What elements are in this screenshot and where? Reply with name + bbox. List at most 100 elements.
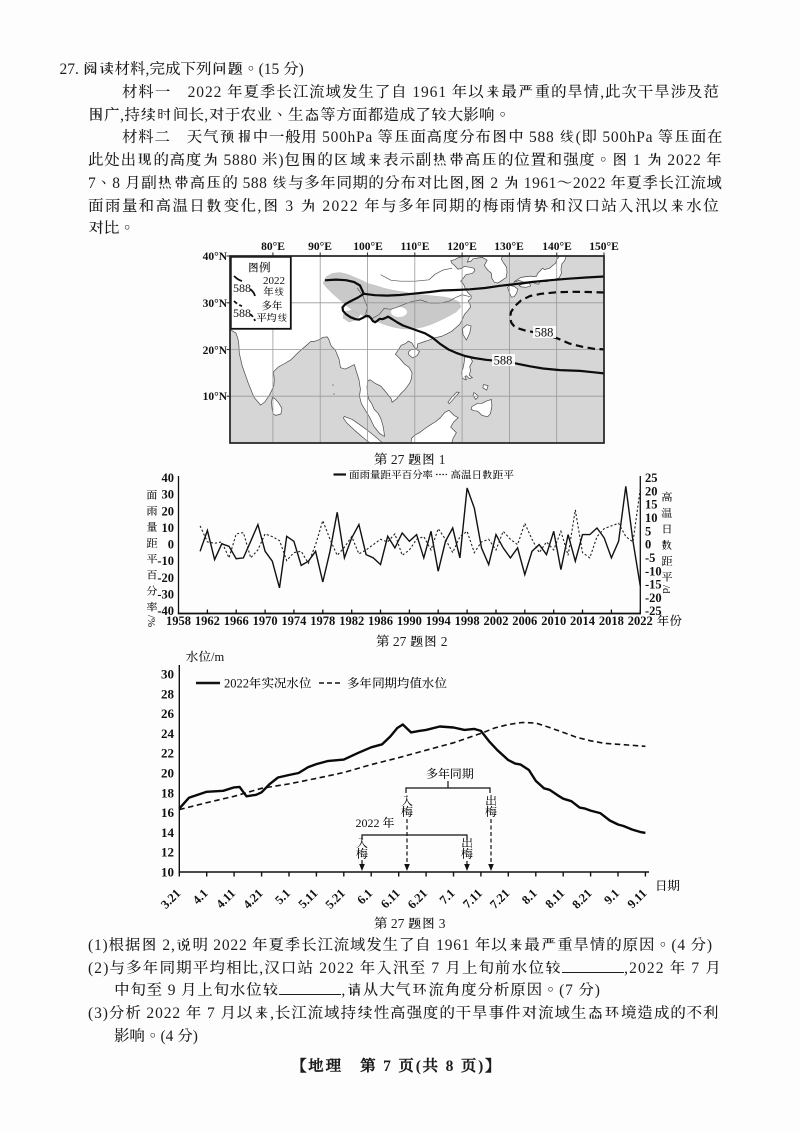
svg-text:入: 入: [401, 794, 413, 808]
svg-text:40: 40: [162, 471, 175, 485]
svg-text:出: 出: [461, 836, 473, 850]
svg-text:2018: 2018: [599, 614, 624, 628]
svg-text:2022: 2022: [628, 614, 653, 628]
svg-text:2010: 2010: [541, 614, 566, 628]
svg-text:5: 5: [645, 524, 651, 538]
svg-text:2006: 2006: [512, 614, 537, 628]
svg-text:100°E: 100°E: [353, 241, 383, 253]
svg-text:80°E: 80°E: [261, 241, 285, 253]
svg-text:1962: 1962: [195, 614, 220, 628]
svg-text:30: 30: [162, 488, 175, 502]
svg-text:22: 22: [161, 746, 174, 761]
svg-text:25: 25: [645, 471, 658, 485]
svg-text:1974: 1974: [281, 614, 307, 628]
svg-text:9.11: 9.11: [625, 886, 650, 911]
svg-text:40°N: 40°N: [203, 251, 228, 263]
svg-text:面雨量距平百分率: 面雨量距平百分率: [349, 470, 433, 482]
svg-text:4.1: 4.1: [190, 886, 211, 907]
svg-text:多年: 多年: [262, 300, 283, 313]
svg-text:140°E: 140°E: [542, 241, 572, 253]
svg-text:150°E: 150°E: [589, 241, 619, 253]
svg-text:20: 20: [162, 504, 175, 518]
svg-text:8.11: 8.11: [542, 886, 567, 911]
svg-text:出: 出: [485, 794, 497, 808]
svg-text:2014: 2014: [570, 614, 596, 628]
svg-text:7.11: 7.11: [460, 886, 485, 911]
svg-text:1958: 1958: [166, 614, 191, 628]
svg-text:1994: 1994: [426, 614, 452, 628]
svg-text:20: 20: [645, 484, 658, 498]
svg-text:5.21: 5.21: [323, 886, 348, 911]
svg-text:1978: 1978: [310, 614, 335, 628]
svg-text:16: 16: [161, 805, 175, 820]
svg-text:-30: -30: [157, 588, 174, 602]
svg-text:120°E: 120°E: [447, 241, 477, 253]
svg-text:-10: -10: [645, 564, 662, 578]
svg-text:面雨量距平百分率/%: 面雨量距平百分率/%: [145, 487, 158, 627]
svg-text:0: 0: [168, 538, 174, 552]
svg-text:8.21: 8.21: [569, 886, 594, 911]
svg-text:8.1: 8.1: [519, 886, 540, 907]
svg-text:588: 588: [233, 281, 251, 295]
svg-text:-10: -10: [157, 554, 174, 568]
svg-text:12: 12: [161, 845, 174, 860]
svg-text:588: 588: [233, 306, 251, 320]
svg-text:水位/m: 水位/m: [186, 650, 224, 664]
svg-text:7.21: 7.21: [487, 886, 512, 911]
svg-text:日期: 日期: [655, 879, 680, 893]
svg-text:10°N: 10°N: [203, 391, 228, 403]
svg-text:28: 28: [161, 686, 175, 701]
svg-text:6.21: 6.21: [405, 886, 430, 911]
svg-text:9.1: 9.1: [601, 886, 622, 907]
svg-text:5.1: 5.1: [272, 886, 293, 907]
svg-text:20: 20: [161, 766, 174, 781]
svg-text:3.21: 3.21: [158, 886, 183, 911]
svg-text:130°E: 130°E: [494, 241, 524, 253]
svg-text:30: 30: [161, 667, 174, 682]
svg-text:1998: 1998: [455, 614, 480, 628]
svg-text:-20: -20: [157, 571, 174, 585]
svg-text:-5: -5: [645, 551, 655, 565]
svg-text:30°N: 30°N: [203, 298, 228, 310]
svg-text:10: 10: [162, 521, 175, 535]
svg-text:4.11: 4.11: [213, 886, 238, 911]
svg-text:0: 0: [645, 538, 651, 552]
svg-text:1966: 1966: [224, 614, 249, 628]
svg-text:1986: 1986: [368, 614, 393, 628]
svg-text:14: 14: [161, 825, 175, 840]
svg-text:梅: 梅: [461, 847, 473, 861]
svg-text:1970: 1970: [253, 614, 278, 628]
svg-text:-40: -40: [157, 604, 174, 618]
svg-text:-25: -25: [645, 604, 662, 618]
svg-text:2022: 2022: [263, 275, 285, 287]
svg-text:1982: 1982: [339, 614, 364, 628]
svg-text:高温日数距平/d: 高温日数距平/d: [660, 489, 673, 594]
svg-text:平均线: 平均线: [256, 313, 288, 325]
svg-text:20°N: 20°N: [203, 345, 228, 357]
svg-text:90°E: 90°E: [308, 241, 332, 253]
svg-text:10: 10: [645, 511, 658, 525]
svg-text:5.11: 5.11: [296, 886, 321, 911]
svg-text:梅: 梅: [356, 847, 368, 861]
svg-text:年线: 年线: [263, 286, 284, 299]
svg-text:梅: 梅: [401, 805, 413, 819]
svg-text:18: 18: [161, 785, 175, 800]
svg-text:588: 588: [535, 326, 554, 340]
svg-text:-15: -15: [645, 578, 662, 592]
svg-text:高温日数距平: 高温日数距平: [451, 469, 515, 482]
svg-text:6.11: 6.11: [378, 886, 403, 911]
svg-text:入: 入: [356, 836, 368, 850]
svg-text:多年同期均值水位: 多年同期均值水位: [347, 677, 448, 691]
svg-text:2022年实况水位: 2022年实况水位: [224, 677, 312, 691]
svg-text:4.21: 4.21: [240, 886, 265, 911]
svg-text:-20: -20: [645, 591, 662, 605]
svg-text:10: 10: [161, 865, 174, 880]
svg-text:7.1: 7.1: [437, 886, 458, 907]
svg-text:多年同期: 多年同期: [426, 767, 474, 781]
svg-text:6.1: 6.1: [354, 886, 375, 907]
svg-text:年份: 年份: [657, 613, 683, 628]
svg-text:图例: 图例: [247, 262, 270, 275]
svg-text:588: 588: [494, 354, 513, 368]
svg-text:26: 26: [161, 706, 175, 721]
svg-text:1990: 1990: [397, 614, 422, 628]
